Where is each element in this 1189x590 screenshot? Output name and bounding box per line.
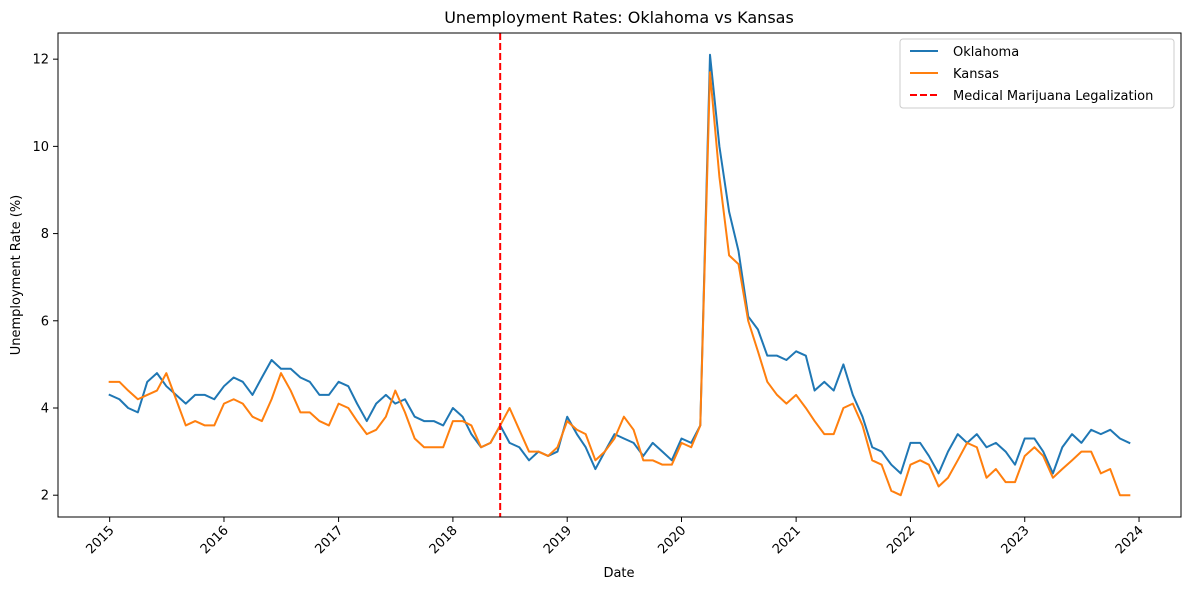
y-axis: 2 4 6 8 10 12 — [32, 53, 58, 504]
series-line-oklahoma — [108, 53, 1131, 475]
y-tick-label: 10 — [32, 140, 49, 155]
y-tick-label: 8 — [41, 227, 49, 242]
y-tick-label: 2 — [41, 489, 49, 504]
series-line-kansas — [108, 71, 1131, 497]
x-axis-label: Date — [603, 566, 634, 581]
legend: Oklahoma Kansas Medical Marijuana Legaliza… — [899, 38, 1175, 109]
y-tick-label: 6 — [41, 314, 49, 329]
y-tick-label: 4 — [41, 401, 49, 416]
plot-frame — [57, 32, 1182, 518]
legend-label: Oklahoma — [953, 45, 1019, 60]
y-axis-label: Unemployment Rate (%) — [9, 195, 24, 356]
plot-area — [108, 33, 1131, 517]
legend-box — [899, 38, 1175, 109]
y-tick-label: 12 — [32, 53, 49, 68]
legend-label: Medical Marijuana Legalization — [953, 89, 1153, 104]
legend-label: Kansas — [953, 67, 999, 82]
chart-title: Unemployment Rates: Oklahoma vs Kansas — [444, 8, 794, 27]
